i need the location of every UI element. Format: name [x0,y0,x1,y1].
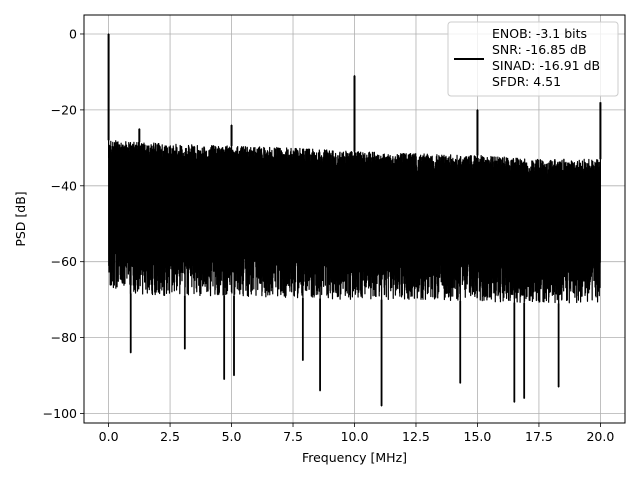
x-tick-label: 2.5 [160,429,180,444]
x-tick-label: 10.0 [341,429,369,444]
y-axis-label: PSD [dB] [13,191,28,246]
legend-line-enob: ENOB: -3.1 bits [492,26,587,41]
legend-box [447,21,619,97]
x-axis-label: Frequency [MHz] [302,450,407,465]
legend-text: ENOB: -3.1 bits SNR: -16.85 dB SINAD: -1… [492,26,604,89]
legend-line-sfdr: SFDR: 4.51 [492,74,561,89]
x-axis-ticks: 0.0 2.5 5.0 7.5 10.0 12.5 15.0 17.5 20.0 [99,423,614,444]
y-tick-label: −100 [43,406,77,421]
x-tick-label: 7.5 [283,429,303,444]
y-axis-ticks: 0 −20 −40 −60 −80 −100 [43,26,84,421]
y-tick-label: −20 [51,102,77,117]
legend-line-sinad: SINAD: -16.91 dB [492,58,600,73]
x-tick-label: 5.0 [222,429,242,444]
x-tick-label: 17.5 [525,429,553,444]
legend-line-snr: SNR: -16.85 dB [492,42,587,57]
x-tick-label: 0.0 [99,429,119,444]
x-tick-label: 20.0 [586,429,614,444]
psd-series [107,33,602,407]
psd-trace [107,33,602,407]
x-tick-label: 12.5 [402,429,430,444]
y-tick-label: −80 [51,330,77,345]
y-tick-label: −60 [51,254,77,269]
y-tick-label: −40 [51,178,77,193]
x-tick-label: 15.0 [464,429,492,444]
y-tick-label: 0 [69,26,77,41]
legend: ENOB: -3.1 bits SNR: -16.85 dB SINAD: -1… [447,21,619,97]
